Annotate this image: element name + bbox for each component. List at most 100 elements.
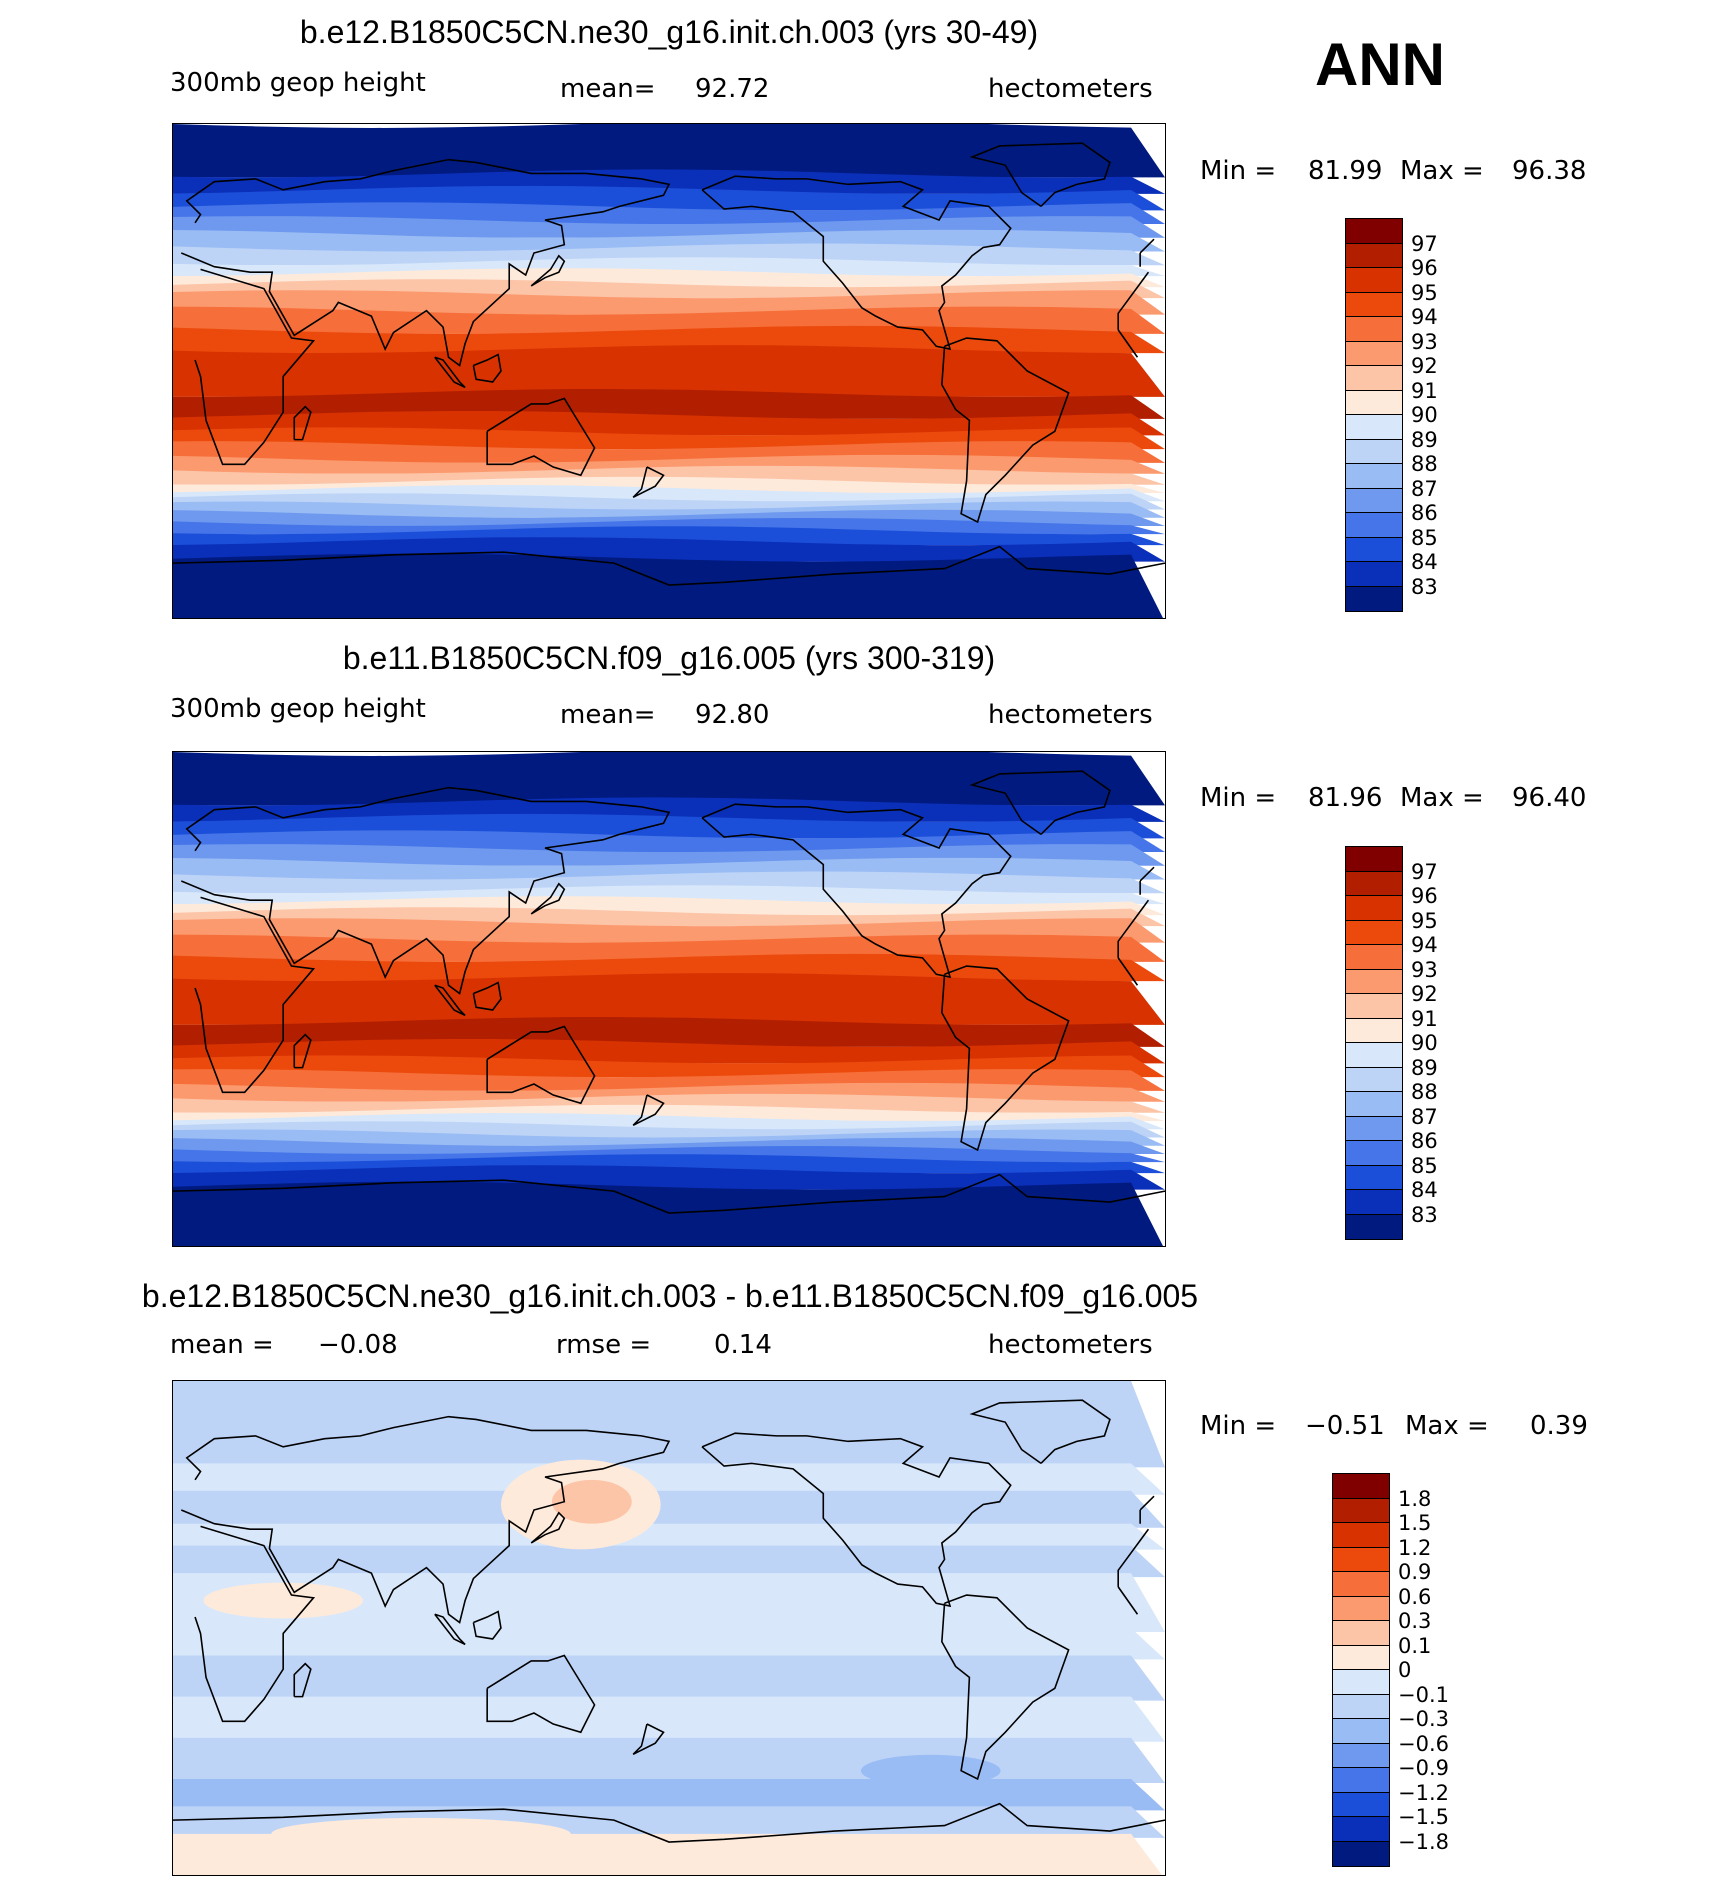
- panel1-colorbar-box: [1345, 218, 1403, 612]
- colorbar-tick-label: 96: [1411, 256, 1438, 280]
- coastlines: [173, 770, 1165, 1214]
- coastline: [530, 1511, 566, 1544]
- field-band: [173, 1093, 1165, 1113]
- coastline: [180, 158, 1155, 367]
- field-band: [173, 1628, 1165, 1660]
- panel2-mean-label: mean=: [560, 700, 656, 730]
- colorbar-tick-label: 94: [1411, 305, 1438, 329]
- colorbar-swatch: [1346, 1214, 1402, 1239]
- colorbar-tick-label: 86: [1411, 501, 1438, 525]
- field-band: [173, 1696, 1165, 1742]
- colorbar-swatch: [1346, 513, 1402, 538]
- panel3-max-label: Max =: [1405, 1411, 1489, 1441]
- panel2-title: b.e11.B1850C5CN.f09_g16.005 (yrs 300-319…: [342, 640, 996, 676]
- coastline: [486, 1654, 596, 1734]
- colorbar-tick-label: 0.6: [1398, 1584, 1432, 1609]
- anomaly-blob: [203, 1582, 364, 1619]
- colorbar-tick-label: 90: [1411, 403, 1438, 427]
- panel1-map: [172, 123, 1166, 619]
- colorbar-tick-label: 0: [1398, 1658, 1412, 1682]
- colorbar-swatch: [1346, 1092, 1402, 1117]
- colorbar-swatch: [1346, 1018, 1402, 1043]
- coastline: [472, 981, 502, 1011]
- colorbar-tick-label: 1.2: [1398, 1535, 1432, 1560]
- field-band: [173, 1463, 1165, 1495]
- colorbar-swatch: [1346, 1190, 1402, 1215]
- panel2-colorbar-box: [1345, 846, 1403, 1240]
- coastline: [434, 1613, 466, 1646]
- colorbar-tick-label: 84: [1411, 1178, 1438, 1202]
- colorbar-swatch: [1346, 268, 1402, 293]
- panel2-map: [172, 751, 1166, 1247]
- field-band: [173, 1573, 1165, 1632]
- colorbar-tick-label: 94: [1411, 933, 1438, 957]
- coastline: [701, 1432, 1012, 1608]
- anomaly-blob: [271, 1817, 571, 1850]
- coastline: [173, 1802, 1165, 1843]
- panel1-min-label: Min =: [1200, 156, 1277, 186]
- colorbar-swatch: [1333, 1645, 1389, 1670]
- panel3-rmse-label: rmse =: [556, 1330, 652, 1360]
- colorbar-tick-label: 87: [1411, 1104, 1438, 1129]
- field-band: [173, 871, 1165, 894]
- colorbar-swatch: [1346, 1067, 1402, 1092]
- colorbar-tick-label: 92: [1411, 982, 1438, 1006]
- coastline: [434, 356, 466, 389]
- colorbar-tick-label: 97: [1411, 859, 1438, 884]
- colorbar-tick-label: 87: [1411, 476, 1438, 501]
- coastline: [969, 1399, 1111, 1465]
- panel2-max-value: 96.40: [1512, 783, 1587, 813]
- colorbar-tick-label: 95: [1411, 280, 1438, 305]
- colorbar-tick-label: 86: [1411, 1129, 1438, 1153]
- coastlines: [173, 1399, 1165, 1843]
- colorbar-tick-label: −0.1: [1398, 1682, 1449, 1707]
- coastline: [472, 353, 502, 383]
- colorbar-swatch: [1333, 1523, 1389, 1548]
- colorbar-swatch: [1346, 537, 1402, 562]
- coastline: [969, 142, 1111, 208]
- colorbar-swatch: [1333, 1670, 1389, 1695]
- coastline: [173, 545, 1165, 586]
- coastline: [472, 1610, 502, 1640]
- colorbar-tick-label: 0.3: [1398, 1609, 1432, 1633]
- colorbar-tick-label: 85: [1411, 1153, 1438, 1178]
- panel2-min-label: Min =: [1200, 783, 1277, 813]
- panel3-mean-value: −0.08: [318, 1330, 398, 1360]
- colorbar-tick-label: 88: [1411, 1080, 1438, 1104]
- field-band: [173, 1545, 1165, 1578]
- panel3-max-value: 0.39: [1530, 1411, 1588, 1441]
- coastline: [180, 786, 1155, 995]
- field-band: [173, 124, 1165, 178]
- field-band: [173, 830, 1165, 852]
- colorbar-swatch: [1346, 994, 1402, 1019]
- colorbar-swatch: [1346, 1116, 1402, 1141]
- colorbar-swatch: [1333, 1792, 1389, 1817]
- field-band: [173, 325, 1165, 354]
- coastline: [969, 770, 1111, 836]
- field-band: [173, 1523, 1165, 1550]
- colorbar-tick-label: 95: [1411, 908, 1438, 933]
- colorbar-tick-label: 89: [1411, 1055, 1438, 1080]
- colorbar-swatch: [1333, 1572, 1389, 1597]
- colorbar-swatch: [1333, 1743, 1389, 1768]
- field-band: [173, 1737, 1165, 1783]
- coastline: [194, 268, 1150, 466]
- coastline: [194, 1525, 1150, 1723]
- colorbar-swatch: [1346, 219, 1402, 244]
- colorbar-swatch: [1346, 969, 1402, 994]
- coastline: [530, 254, 566, 287]
- coastline: [293, 1662, 312, 1698]
- coastline: [530, 882, 566, 915]
- colorbar-tick-label: 91: [1411, 378, 1438, 403]
- colorbar-tick-label: 97: [1411, 231, 1438, 256]
- coastline: [941, 1594, 1070, 1781]
- colorbar-tick-label: 1.5: [1398, 1511, 1432, 1535]
- panel1-units: hectometers: [988, 74, 1153, 104]
- panel2-variable: 300mb geop height: [170, 694, 426, 724]
- colorbar-tick-label: −0.6: [1398, 1731, 1449, 1756]
- colorbar-swatch: [1346, 292, 1402, 317]
- field-band: [173, 345, 1165, 397]
- coastline: [632, 466, 665, 499]
- coastline: [173, 1173, 1165, 1214]
- coastline: [293, 405, 312, 441]
